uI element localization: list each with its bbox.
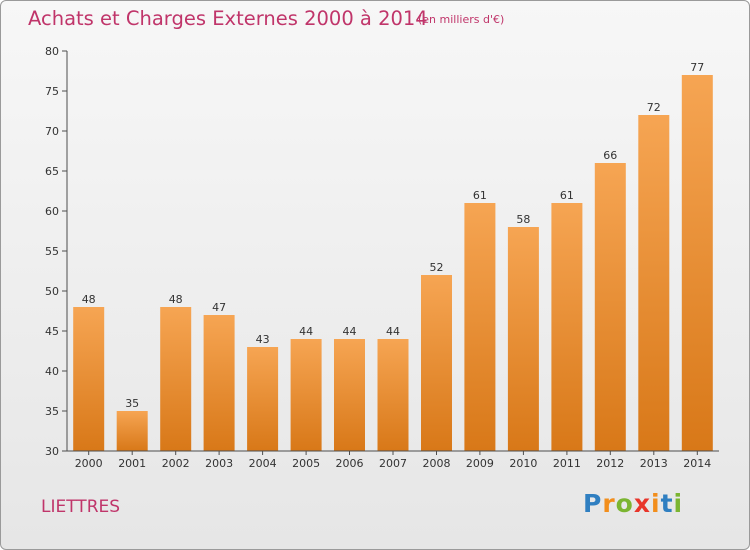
bar-value-label: 47 <box>212 301 226 314</box>
y-tick-label: 30 <box>45 445 59 458</box>
bar-2004 <box>247 347 279 451</box>
bar-2013 <box>638 115 670 451</box>
x-tick-label: 2008 <box>423 457 451 470</box>
bar-2012 <box>594 163 626 451</box>
logo-letter: t <box>660 489 674 518</box>
bar-value-label: 72 <box>647 101 661 114</box>
chart-title: Achats et Charges Externes 2000 à 2014 <box>28 7 428 30</box>
bar-2001 <box>116 411 148 451</box>
bar-2009 <box>464 203 496 451</box>
logo-letter: i <box>651 489 661 518</box>
y-tick-label: 50 <box>45 285 59 298</box>
bar-2002 <box>160 307 192 451</box>
proxiti-logo: Proxiti <box>583 489 683 518</box>
x-tick-label: 2010 <box>509 457 537 470</box>
bar-value-label: 58 <box>516 213 530 226</box>
bar-2006 <box>334 339 365 451</box>
bar-value-label: 52 <box>430 261 444 274</box>
y-tick-label: 35 <box>45 405 59 418</box>
bar-value-label: 48 <box>169 293 183 306</box>
logo-letter: i <box>673 489 684 518</box>
logo-letter: o <box>615 489 634 518</box>
x-tick-label: 2011 <box>553 457 581 470</box>
bar-value-label: 44 <box>299 325 313 338</box>
bar-2007 <box>377 339 409 451</box>
y-tick-label: 80 <box>45 45 59 58</box>
bar-value-label: 35 <box>125 397 139 410</box>
x-tick-label: 2006 <box>336 457 364 470</box>
bar-2008 <box>421 275 452 451</box>
commune-name: LIETTRES <box>41 497 121 517</box>
logo-letter: P <box>583 489 603 518</box>
y-tick-label: 75 <box>45 85 59 98</box>
x-tick-label: 2012 <box>596 457 624 470</box>
bar-value-label: 66 <box>603 149 617 162</box>
logo-letter: x <box>633 489 651 518</box>
bar-value-label: 43 <box>256 333 270 346</box>
x-tick-label: 2004 <box>249 457 277 470</box>
x-tick-label: 2007 <box>379 457 407 470</box>
y-tick-label: 40 <box>45 365 59 378</box>
x-tick-label: 2013 <box>640 457 668 470</box>
y-tick-label: 70 <box>45 125 59 138</box>
bar-2010 <box>507 227 539 451</box>
x-tick-label: 2005 <box>292 457 320 470</box>
bar-2014 <box>681 75 713 451</box>
bar-value-label: 61 <box>473 189 487 202</box>
bar-value-label: 61 <box>560 189 574 202</box>
x-tick-label: 2014 <box>683 457 711 470</box>
y-tick-label: 45 <box>45 325 59 338</box>
bar-value-label: 44 <box>386 325 400 338</box>
y-tick-label: 65 <box>45 165 59 178</box>
bar-2000 <box>73 307 105 451</box>
bar-2011 <box>551 203 583 451</box>
bar-2005 <box>290 339 322 451</box>
bar-value-label: 44 <box>343 325 357 338</box>
chart-subtitle: (en milliers d'€) <box>418 13 505 26</box>
logo-letter: r <box>602 489 616 518</box>
bar-value-label: 77 <box>690 61 704 74</box>
x-tick-label: 2000 <box>75 457 103 470</box>
y-tick-label: 60 <box>45 205 59 218</box>
bar-2003 <box>203 315 235 451</box>
x-tick-label: 2003 <box>205 457 233 470</box>
y-tick-label: 55 <box>45 245 59 258</box>
bar-value-label: 48 <box>82 293 96 306</box>
x-tick-label: 2001 <box>118 457 146 470</box>
x-tick-label: 2009 <box>466 457 494 470</box>
x-tick-label: 2002 <box>162 457 190 470</box>
